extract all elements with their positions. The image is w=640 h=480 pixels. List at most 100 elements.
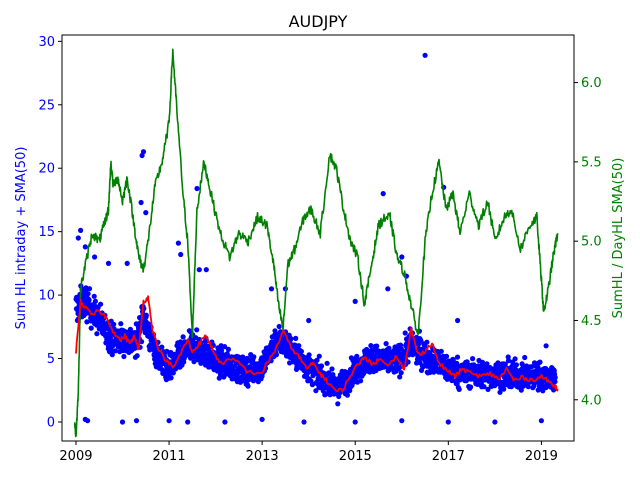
scatter-point bbox=[519, 361, 525, 367]
scatter-outlier-point bbox=[352, 298, 358, 304]
scatter-outlier-point bbox=[422, 52, 428, 58]
left-y-tick-label: 15 bbox=[38, 225, 55, 240]
scatter-point bbox=[296, 343, 302, 349]
scatter-point bbox=[420, 364, 426, 370]
scatter-point bbox=[398, 346, 404, 352]
scatter-outlier-point bbox=[196, 267, 202, 273]
scatter-point bbox=[347, 388, 353, 394]
scatter-point bbox=[107, 335, 113, 341]
scatter-point bbox=[178, 339, 184, 345]
scatter-point bbox=[180, 334, 186, 340]
scatter-outlier-point bbox=[138, 199, 144, 206]
x-tick-label: 2009 bbox=[59, 449, 92, 464]
scatter-outlier-point bbox=[175, 240, 181, 246]
scatter-point bbox=[525, 384, 531, 390]
x-axis: 2009 2011 2013 2015 2017 2019 bbox=[59, 441, 558, 464]
scatter-point bbox=[188, 355, 194, 361]
scatter-point bbox=[481, 384, 487, 390]
scatter-point bbox=[552, 374, 558, 381]
scatter-point bbox=[383, 341, 389, 347]
scatter-point bbox=[168, 375, 174, 381]
right-y-tick-label: 5.0 bbox=[581, 235, 602, 250]
scatter-point bbox=[121, 353, 127, 360]
scatter-point bbox=[314, 357, 320, 363]
scatter-point bbox=[450, 357, 456, 363]
scatter-point bbox=[454, 360, 460, 366]
scatter-point bbox=[522, 354, 528, 361]
scatter-point bbox=[288, 336, 294, 342]
scatter-point bbox=[112, 348, 118, 354]
scatter-point bbox=[273, 352, 279, 358]
scatter-point bbox=[330, 372, 336, 378]
scatter-point bbox=[88, 325, 94, 331]
scatter-point bbox=[505, 358, 512, 364]
left-y-tick-label: 25 bbox=[38, 98, 55, 113]
x-tick-label: 2013 bbox=[246, 449, 279, 464]
scatter-point bbox=[127, 326, 133, 332]
scatter-point bbox=[91, 293, 97, 299]
scatter-outlier-point bbox=[380, 191, 386, 197]
left-y-axis-label: Sum HL intraday + SMA(50) bbox=[14, 147, 29, 330]
scatter-point bbox=[405, 359, 411, 365]
scatter-point bbox=[310, 381, 316, 387]
scatter-outlier-point bbox=[538, 418, 545, 424]
scatter-point bbox=[134, 353, 140, 359]
scatter-outlier-point bbox=[75, 235, 81, 241]
scatter-point bbox=[191, 359, 197, 365]
scatter-outlier-point bbox=[194, 185, 200, 192]
scatter-point bbox=[501, 386, 507, 392]
scatter-point bbox=[402, 330, 408, 336]
scatter-point bbox=[245, 383, 251, 389]
scatter-point bbox=[170, 370, 176, 376]
scatter-point bbox=[293, 335, 299, 341]
left-y-tick-label: 10 bbox=[38, 289, 55, 304]
scatter-point bbox=[537, 359, 543, 365]
chart-title: AUDJPY bbox=[289, 12, 348, 31]
scatter-point bbox=[485, 386, 491, 392]
sma-line bbox=[75, 295, 559, 393]
scatter-point bbox=[358, 378, 364, 384]
scatter-outlier-point bbox=[119, 419, 126, 425]
x-tick-label: 2015 bbox=[339, 449, 372, 464]
scatter-outlier-point bbox=[399, 418, 405, 424]
scatter-point bbox=[216, 353, 222, 359]
x-tick-label: 2019 bbox=[525, 449, 558, 464]
right-y-tick-label: 4.5 bbox=[581, 314, 602, 329]
scatter-point bbox=[443, 353, 450, 359]
left-y-tick-label: 0 bbox=[47, 415, 55, 430]
scatter-point bbox=[276, 323, 282, 330]
scatter-point bbox=[222, 344, 228, 350]
scatter-outlier-point bbox=[133, 418, 140, 424]
scatter-outlier-point bbox=[143, 210, 149, 216]
scatter-outlier-point bbox=[399, 254, 405, 260]
scatter-outlier-point bbox=[306, 317, 312, 324]
scatter-outlier-point bbox=[92, 254, 98, 260]
x-tick-label: 2011 bbox=[153, 449, 186, 464]
scatter-point bbox=[468, 384, 474, 390]
scatter-outlier-point bbox=[203, 267, 209, 273]
scatter-point bbox=[512, 356, 518, 362]
scatter-point bbox=[86, 286, 93, 292]
scatter-point bbox=[374, 343, 380, 349]
scatter-point bbox=[415, 341, 421, 347]
scatter-point bbox=[492, 383, 498, 389]
scatter-outlier-point bbox=[259, 416, 265, 422]
scatter-point bbox=[86, 297, 92, 303]
scatter-point bbox=[475, 381, 481, 387]
scatter-point bbox=[272, 328, 278, 334]
scatter-point bbox=[225, 346, 231, 352]
scatter-outlier-point bbox=[124, 260, 130, 266]
left-y-tick-label: 20 bbox=[38, 162, 55, 177]
scatter-point bbox=[368, 343, 374, 349]
right-y-tick-label: 6.0 bbox=[581, 76, 602, 91]
scatter-point bbox=[164, 348, 170, 354]
plot-area bbox=[73, 48, 559, 438]
scatter-outlier-point bbox=[222, 419, 228, 425]
scatter-outlier-point bbox=[140, 149, 147, 155]
scatter-point bbox=[344, 392, 350, 398]
scatter-outlier-point bbox=[445, 419, 451, 425]
scatter-outlier-point bbox=[301, 419, 307, 425]
scatter-point bbox=[316, 353, 322, 359]
